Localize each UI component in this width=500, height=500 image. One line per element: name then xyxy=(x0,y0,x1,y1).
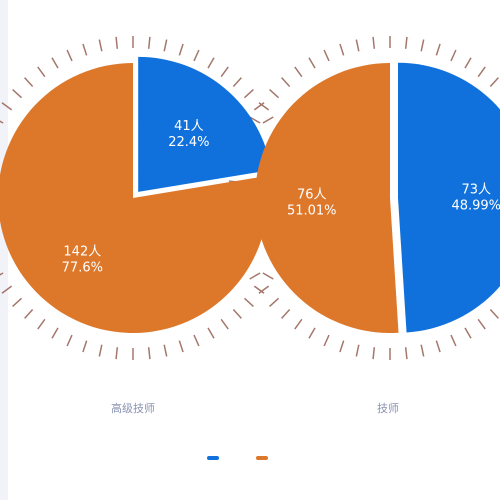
ring-tick xyxy=(308,327,316,339)
ring-tick xyxy=(24,77,34,88)
category-label-left: 高级技师 xyxy=(111,401,155,415)
ring-tick xyxy=(12,297,23,307)
ring-tick xyxy=(294,66,303,78)
ring-tick xyxy=(115,36,119,49)
slice-count-label: 73人 xyxy=(461,182,491,197)
ring-tick xyxy=(1,285,13,294)
ring-tick xyxy=(37,318,46,330)
ring-tick xyxy=(147,347,151,360)
legend-swatch-orange[interactable] xyxy=(256,456,268,460)
ring-tick xyxy=(258,285,270,294)
ring-tick xyxy=(66,49,73,62)
ring-tick xyxy=(489,77,499,88)
ring-tick xyxy=(253,285,265,294)
ring-tick xyxy=(464,57,472,69)
ring-tick xyxy=(12,89,23,99)
slice-count-label: 142人 xyxy=(63,245,101,260)
ring-tick xyxy=(262,116,274,124)
ring-tick xyxy=(249,272,261,280)
ring-tick xyxy=(464,327,472,339)
ring-tick xyxy=(220,66,229,78)
ring-tick xyxy=(435,43,441,56)
ring-tick xyxy=(258,102,270,111)
ring-tick xyxy=(163,39,168,52)
ring-tick xyxy=(220,318,229,330)
ring-tick xyxy=(477,318,486,330)
ring-tick xyxy=(243,297,254,307)
ring-tick xyxy=(82,43,88,56)
ring-tick xyxy=(450,334,457,347)
ring-tick xyxy=(355,39,360,52)
ring-tick xyxy=(193,49,200,62)
ring-tick xyxy=(232,308,242,319)
ring-tick xyxy=(243,89,254,99)
ring-tick xyxy=(193,334,200,347)
ring-tick xyxy=(477,66,486,78)
ring-tick xyxy=(98,344,103,357)
ring-tick xyxy=(355,344,360,357)
ring-tick xyxy=(82,340,88,353)
ring-tick xyxy=(420,344,425,357)
ring-tick xyxy=(0,120,4,124)
ring-tick xyxy=(339,340,345,353)
legend-swatch-blue[interactable] xyxy=(207,456,219,460)
ring-tick xyxy=(178,43,184,56)
slice-percent-label: 22.4% xyxy=(168,135,209,150)
category-label-right: 技师 xyxy=(377,402,399,415)
ring-tick xyxy=(294,318,303,330)
ring-tick xyxy=(323,49,330,62)
ring-tick xyxy=(281,308,291,319)
ring-tick xyxy=(98,39,103,52)
ring-tick xyxy=(323,334,330,347)
ring-tick xyxy=(489,308,499,319)
slice-percent-label: 48.99% xyxy=(451,198,500,213)
ring-tick xyxy=(51,327,59,339)
ring-tick xyxy=(450,49,457,62)
ring-tick xyxy=(37,66,46,78)
ring-tick xyxy=(435,340,441,353)
ring-tick xyxy=(420,39,425,52)
ring-tick xyxy=(232,77,242,88)
ring-tick xyxy=(24,308,34,319)
ring-tick xyxy=(178,340,184,353)
slice-percent-label: 51.01% xyxy=(287,203,337,218)
ring-tick xyxy=(51,57,59,69)
ring-tick xyxy=(147,36,151,49)
ring-tick xyxy=(281,77,291,88)
ring-tick xyxy=(269,297,280,307)
ring-tick xyxy=(115,347,119,360)
pie-slice[interactable] xyxy=(254,63,399,334)
ring-tick xyxy=(207,57,215,69)
ring-tick xyxy=(308,57,316,69)
ring-tick xyxy=(262,272,274,280)
ring-tick xyxy=(1,102,13,111)
ring-tick xyxy=(339,43,345,56)
ring-tick xyxy=(372,36,376,49)
ring-tick xyxy=(372,347,376,360)
pie-slice[interactable] xyxy=(138,56,272,192)
ring-tick xyxy=(0,272,4,276)
pie-slice[interactable] xyxy=(0,63,268,333)
ring-tick xyxy=(249,116,261,124)
pie-slice[interactable] xyxy=(397,62,500,333)
slice-count-label: 41人 xyxy=(174,119,204,134)
ring-tick xyxy=(163,344,168,357)
ring-tick xyxy=(253,102,265,111)
slice-percent-label: 77.6% xyxy=(62,261,103,276)
ring-tick xyxy=(207,327,215,339)
ring-tick xyxy=(404,36,408,49)
ring-tick xyxy=(66,334,73,347)
ring-tick xyxy=(404,347,408,360)
ring-tick xyxy=(269,89,280,99)
slice-count-label: 76人 xyxy=(297,187,327,202)
page-left-edge xyxy=(0,0,8,500)
